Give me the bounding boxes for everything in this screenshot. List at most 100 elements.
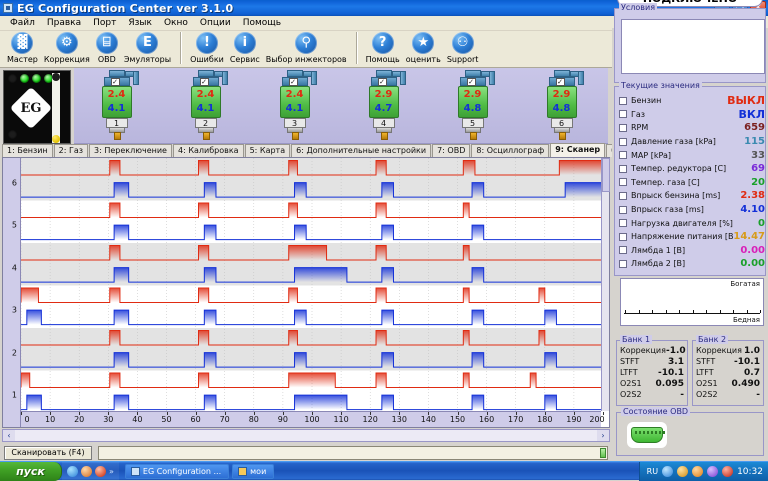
clock[interactable]: 10:32: [737, 466, 763, 477]
toolbar-button-выбор-инжекторов[interactable]: ⚲ Выбор инжекторов: [263, 31, 350, 64]
x-tick-150: 150: [449, 415, 466, 424]
menu-item-1[interactable]: Правка: [46, 18, 82, 28]
language-indicator[interactable]: RU: [646, 467, 659, 476]
parameter-row-9[interactable]: Нагрузка двигателя [%] 0: [619, 216, 768, 230]
taskbar-task-0[interactable]: EG Configuration ...: [124, 463, 230, 479]
chart-series-4-gas: [21, 267, 601, 283]
menu-item-6[interactable]: Помощь: [242, 18, 282, 28]
chart-vscroll-thumb[interactable]: [602, 158, 610, 192]
parameter-checkbox[interactable]: [619, 123, 627, 132]
parameter-row-10[interactable]: Напряжение питания [B] 14.47: [619, 230, 768, 244]
parameter-row-4[interactable]: MAP [kPa] 33: [619, 148, 768, 162]
toolbar-group-0: ▓ Мастер ⚙ Коррекция ⌸ OBD E Эмуляторы: [4, 31, 174, 64]
parameter-value: 0.00: [740, 244, 765, 256]
injector-6[interactable]: ✓ 2.9 4.8 6: [534, 68, 594, 144]
menu-item-2[interactable]: Порт: [93, 18, 117, 28]
parameter-checkbox[interactable]: [619, 219, 627, 228]
tab-6[interactable]: 6: Дополнительные настройки: [291, 144, 432, 157]
parameter-row-5[interactable]: Темпер. редуктора [C] 69: [619, 162, 768, 176]
menu-item-4[interactable]: Окно: [163, 18, 188, 28]
tray-icon-4[interactable]: [707, 466, 719, 477]
x-tick-mark-80: [253, 412, 255, 415]
parameter-checkbox[interactable]: [619, 191, 627, 200]
parameter-checkbox[interactable]: [619, 259, 627, 268]
tab-1[interactable]: 1: Бензин: [2, 144, 53, 157]
tab-5[interactable]: 5: Карта: [244, 144, 291, 157]
tray-icon-5[interactable]: [722, 466, 734, 477]
parameter-row-0[interactable]: Бензин ВЫКЛ: [619, 94, 768, 108]
parameter-checkbox[interactable]: [619, 151, 627, 160]
parameter-checkbox[interactable]: [619, 205, 627, 214]
injector-5[interactable]: ✓ 2.9 4.8 5: [445, 68, 505, 144]
parameter-row-11[interactable]: Лямбда 1 [B] 0.00: [619, 244, 768, 258]
injector-checkbox[interactable]: ✓: [110, 78, 120, 86]
injector-2[interactable]: ✓ 2.4 4.1 2: [178, 68, 238, 144]
quicklaunch-overflow-icon[interactable]: »: [109, 466, 114, 476]
tab-4[interactable]: 4: Калибровка: [172, 144, 244, 157]
parameter-row-8[interactable]: Впрыск газа [ms] 4.10: [619, 203, 768, 217]
toolbar-button-помощь[interactable]: ? Помощь: [363, 31, 403, 64]
toolbar-button-сервис[interactable]: i Сервис: [227, 31, 263, 64]
menu-item-5[interactable]: Опции: [199, 18, 231, 28]
toolbar-button-support[interactable]: ⚇ Support: [444, 31, 482, 64]
injector-4[interactable]: ✓ 2.9 4.7 4: [356, 68, 416, 144]
chart-plot-area[interactable]: [21, 158, 601, 411]
parameter-row-12[interactable]: Лямбда 2 [B] 0.00: [619, 257, 768, 271]
tray-icon-1[interactable]: [662, 466, 674, 477]
lambda-chart: Богатая Бедная: [620, 278, 764, 326]
injector-checkbox[interactable]: ✓: [555, 78, 565, 86]
taskbar-task-1[interactable]: мои: [232, 463, 275, 479]
parameter-value: 659: [744, 122, 765, 134]
emulator-icon: E: [136, 32, 159, 54]
parameter-checkbox[interactable]: [619, 137, 627, 146]
parameter-checkbox[interactable]: [619, 96, 627, 105]
parameter-row-1[interactable]: Газ ВКЛ: [619, 108, 768, 122]
toolbar-button-коррекция[interactable]: ⚙ Коррекция: [41, 31, 93, 64]
parameter-checkbox[interactable]: [619, 178, 627, 187]
parameter-row-6[interactable]: Темпер. газа [C] 20: [619, 176, 768, 190]
parameter-checkbox[interactable]: [619, 164, 627, 173]
parameter-row-7[interactable]: Впрыск бензина [ms] 2.38: [619, 189, 768, 203]
parameter-row-2[interactable]: RPM 659: [619, 121, 768, 135]
toolbar-button-эмуляторы[interactable]: E Эмуляторы: [121, 31, 174, 64]
toolbar-button-ошибки[interactable]: ! Ошибки: [187, 31, 227, 64]
tab-2[interactable]: 2: Газ: [53, 144, 89, 157]
start-button[interactable]: пуск: [0, 461, 62, 481]
scroll-right-arrow[interactable]: ›: [597, 430, 609, 441]
parameter-checkbox[interactable]: [619, 232, 627, 241]
chart-vertical-scrollbar[interactable]: [601, 158, 610, 411]
injector-1[interactable]: ✓ 2.4 4.1 1: [89, 68, 149, 144]
menu-item-0[interactable]: Файл: [10, 18, 35, 28]
bank-value: -10.1: [734, 356, 760, 367]
parameter-checkbox[interactable]: [619, 246, 627, 255]
injector-3[interactable]: ✓ 2.4 4.1 3: [267, 68, 327, 144]
toolbar-button-obd[interactable]: ⌸ OBD: [93, 31, 121, 64]
parameter-checkbox[interactable]: [619, 110, 627, 119]
conditions-textbox[interactable]: [621, 19, 765, 74]
injector-body: 2.4 4.1: [190, 86, 221, 118]
x-tick-mark-10: [50, 412, 52, 415]
parameter-list: Бензин ВЫКЛ Газ ВКЛ RPM 659 Давление газа [kPa…: [619, 94, 768, 271]
tab-7[interactable]: 7: OBD: [432, 144, 471, 157]
tray-icon-2[interactable]: [677, 466, 689, 477]
lambda-rich-label: Богатая: [730, 280, 760, 288]
quicklaunch-icon-1[interactable]: [67, 465, 78, 477]
tab-8[interactable]: 8: Осциллограф: [471, 144, 550, 157]
chart-horizontal-scrollbar[interactable]: ‹ ›: [2, 429, 610, 442]
scan-button[interactable]: Сканировать (F4): [4, 446, 92, 460]
scroll-left-arrow[interactable]: ‹: [3, 430, 15, 441]
injector-checkbox[interactable]: ✓: [466, 78, 476, 86]
injector-checkbox[interactable]: ✓: [377, 78, 387, 86]
toolbar-button-мастер[interactable]: ▓ Мастер: [4, 31, 41, 64]
tab-3[interactable]: 3: Переключение: [89, 144, 172, 157]
menu-item-3[interactable]: Язык: [128, 18, 152, 28]
toolbar-button-оценить[interactable]: ★ оценить: [403, 31, 444, 64]
tray-icon-3[interactable]: [692, 466, 704, 477]
injector-checkbox[interactable]: ✓: [199, 78, 209, 86]
injector-checkbox[interactable]: ✓: [288, 78, 298, 86]
quicklaunch-icon-3[interactable]: [95, 465, 106, 477]
tab-9[interactable]: 9: Сканер: [550, 143, 606, 157]
x-tick-0: 0: [24, 415, 30, 424]
quicklaunch-icon-2[interactable]: [81, 465, 92, 477]
parameter-row-3[interactable]: Давление газа [kPa] 115: [619, 135, 768, 149]
